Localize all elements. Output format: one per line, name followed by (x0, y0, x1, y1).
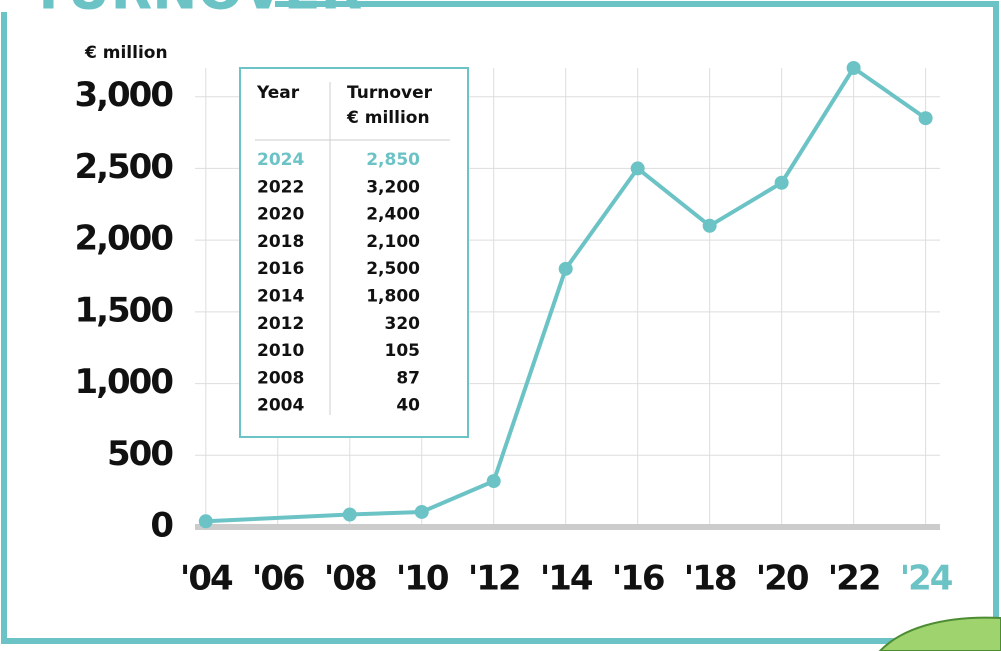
table-cell: 2016 (257, 259, 304, 279)
y-tick-label: 1,000 (74, 362, 173, 402)
title-background (0, 0, 275, 12)
y-tick-label: 500 (107, 434, 173, 474)
table-cell: 1,800 (366, 287, 420, 307)
y-tick-label: 0 (150, 506, 173, 546)
table-box (239, 67, 469, 438)
table-cell: 105 (385, 341, 421, 361)
y-tick-label: 3,000 (74, 75, 173, 115)
chart-title: TURNOVER (30, 0, 362, 22)
table-cell: 2,100 (366, 232, 420, 252)
table-cell: 2010 (257, 341, 304, 361)
point (918, 111, 933, 126)
point (846, 61, 861, 75)
table-cell: 87 (396, 368, 420, 388)
line (205, 66, 927, 524)
table-header: Year (256, 83, 300, 103)
x-tick-label: '12 (468, 559, 520, 599)
y-tick-label: 2,500 (74, 147, 173, 187)
x-tick-label: '14 (540, 559, 593, 599)
x-tick-label: '10 (396, 559, 449, 599)
point (486, 474, 501, 489)
x-tick-label: '22 (828, 559, 880, 599)
point (630, 161, 645, 176)
table-cell: 3,200 (366, 177, 420, 197)
point (414, 504, 429, 519)
x-tick-label: '24 (900, 559, 953, 599)
point (702, 218, 717, 233)
x-tick-label: '16 (612, 559, 664, 599)
y-tick-label: 1,500 (74, 290, 173, 330)
table-cell: 40 (396, 396, 420, 416)
point (558, 261, 573, 276)
table-cell: 320 (385, 314, 421, 334)
x-tick-label: '04 (180, 559, 233, 599)
point (774, 175, 789, 190)
table-cell: 2008 (257, 368, 304, 388)
table-cell: 2014 (257, 287, 304, 307)
table-cell: 2,850 (366, 150, 420, 170)
table-cell: 2022 (257, 177, 304, 197)
point (342, 507, 357, 522)
point (198, 514, 213, 529)
table-header: Turnover (347, 83, 433, 103)
y-tick-label: 2,000 (74, 219, 173, 259)
table-cell: 2012 (257, 314, 304, 334)
table-cell: 2024 (257, 150, 304, 170)
table-cell: 2004 (257, 396, 304, 416)
y-axis-label: € million (84, 43, 168, 63)
x-tick-label: '18 (684, 559, 736, 599)
x-tick-label: '08 (324, 559, 376, 599)
x-tick-label: '20 (756, 559, 809, 599)
table-header: € million (346, 108, 430, 128)
table-cell: 2,400 (366, 205, 420, 225)
table-cell: 2020 (257, 205, 304, 225)
table-cell: 2018 (257, 232, 304, 252)
table-cell: 2,500 (366, 259, 420, 279)
leaf-decoration (878, 616, 1001, 651)
x-tick-label: '06 (252, 559, 304, 599)
